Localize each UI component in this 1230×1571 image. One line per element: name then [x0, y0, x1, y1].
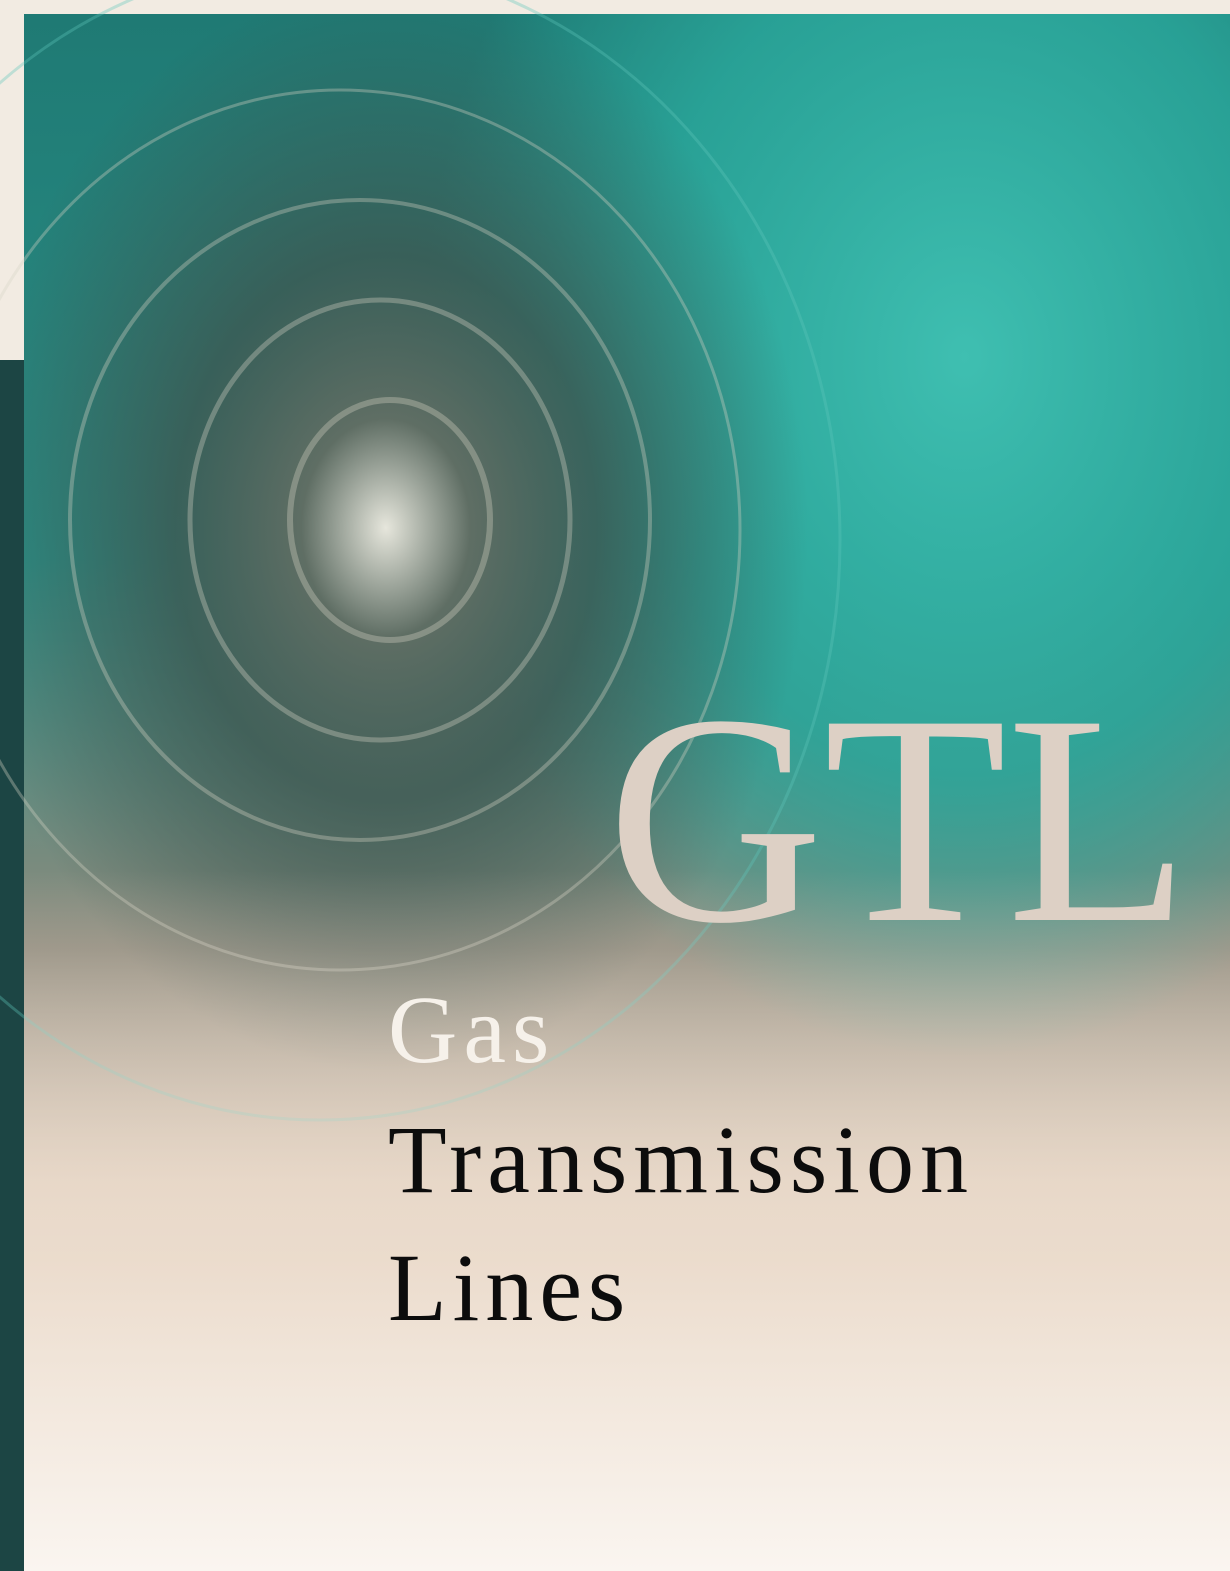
page: Cover html, body { margin: 0; padding: 0…: [0, 0, 1230, 1571]
title-line: Lines: [388, 1234, 631, 1341]
acronym: GTL: [607, 653, 1190, 985]
title-line: Transmission: [388, 1106, 974, 1213]
cover: GTL Gas Transmission Lines: [0, 0, 1230, 1571]
page-body: {"cover": {"acronym": "GTL", "title_line…: [0, 0, 1230, 1571]
side-bar: [0, 360, 24, 1571]
title-line: Gas: [388, 976, 555, 1083]
